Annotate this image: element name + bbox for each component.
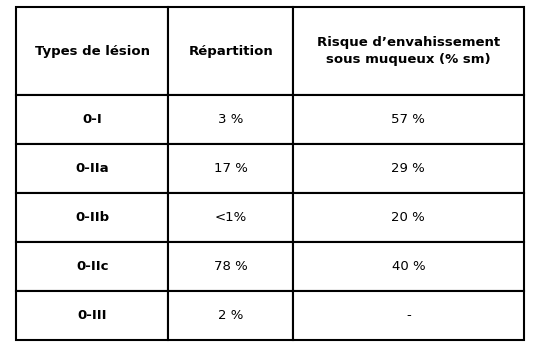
Bar bbox=[16, 144, 168, 193]
Bar bbox=[293, 95, 524, 144]
Bar bbox=[16, 291, 168, 340]
Text: <1%: <1% bbox=[214, 211, 247, 224]
Text: 0-IIc: 0-IIc bbox=[76, 260, 109, 273]
Text: 2 %: 2 % bbox=[218, 309, 244, 322]
Text: 0-IIa: 0-IIa bbox=[76, 162, 109, 175]
Bar bbox=[168, 7, 293, 95]
Bar bbox=[16, 193, 168, 242]
Text: 40 %: 40 % bbox=[392, 260, 425, 273]
Bar bbox=[16, 7, 168, 95]
Bar bbox=[168, 291, 293, 340]
Text: 0-III: 0-III bbox=[78, 309, 107, 322]
Text: 78 %: 78 % bbox=[214, 260, 247, 273]
Text: 0-IIb: 0-IIb bbox=[75, 211, 110, 224]
Text: -: - bbox=[406, 309, 411, 322]
Text: 29 %: 29 % bbox=[392, 162, 425, 175]
Bar bbox=[168, 144, 293, 193]
Text: 57 %: 57 % bbox=[392, 113, 426, 126]
Text: Risque d’envahissement
sous muqueux (% sm): Risque d’envahissement sous muqueux (% s… bbox=[317, 36, 500, 66]
Bar bbox=[168, 95, 293, 144]
Bar bbox=[168, 242, 293, 291]
Bar bbox=[293, 7, 524, 95]
Bar bbox=[293, 291, 524, 340]
Text: 20 %: 20 % bbox=[392, 211, 425, 224]
Bar bbox=[16, 242, 168, 291]
Text: Types de lésion: Types de lésion bbox=[35, 44, 150, 58]
Text: 17 %: 17 % bbox=[214, 162, 248, 175]
Bar bbox=[293, 193, 524, 242]
Bar bbox=[16, 95, 168, 144]
Text: Répartition: Répartition bbox=[188, 44, 273, 58]
Bar bbox=[293, 242, 524, 291]
Text: 0-I: 0-I bbox=[83, 113, 102, 126]
Bar bbox=[168, 193, 293, 242]
Text: 3 %: 3 % bbox=[218, 113, 244, 126]
Bar bbox=[293, 144, 524, 193]
